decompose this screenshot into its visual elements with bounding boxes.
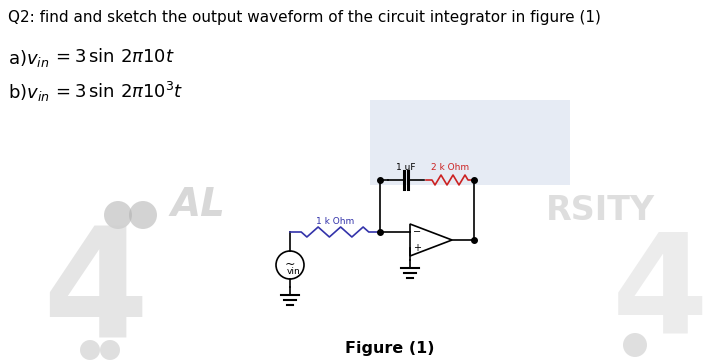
Text: 2 k Ohm: 2 k Ohm: [431, 163, 469, 172]
Circle shape: [104, 201, 132, 229]
Text: a)$v_{in}$: a)$v_{in}$: [8, 48, 50, 69]
Circle shape: [129, 201, 157, 229]
Text: $= 3\,\sin\,2\pi10^3t$: $= 3\,\sin\,2\pi10^3t$: [52, 82, 184, 102]
Text: +: +: [413, 243, 421, 253]
Text: b)$v_{in}$: b)$v_{in}$: [8, 82, 50, 103]
Text: 4: 4: [612, 227, 708, 362]
Text: $= 3\,\sin\,2\pi10t$: $= 3\,\sin\,2\pi10t$: [52, 48, 175, 66]
Circle shape: [623, 333, 647, 357]
Text: 1 uF: 1 uF: [396, 163, 415, 172]
Text: Q2: find and sketch the output waveform of the circuit integrator in figure (1): Q2: find and sketch the output waveform …: [8, 10, 601, 25]
Text: AL: AL: [171, 186, 225, 224]
Text: RSITY: RSITY: [546, 194, 654, 227]
Text: Figure (1): Figure (1): [346, 341, 435, 355]
Text: −: −: [413, 227, 421, 237]
Circle shape: [80, 340, 100, 360]
Text: vin: vin: [287, 266, 301, 275]
Text: 4: 4: [42, 220, 148, 362]
Circle shape: [100, 340, 120, 360]
Text: ~: ~: [284, 257, 295, 270]
FancyBboxPatch shape: [370, 100, 570, 185]
Text: 1 k Ohm: 1 k Ohm: [316, 218, 354, 227]
